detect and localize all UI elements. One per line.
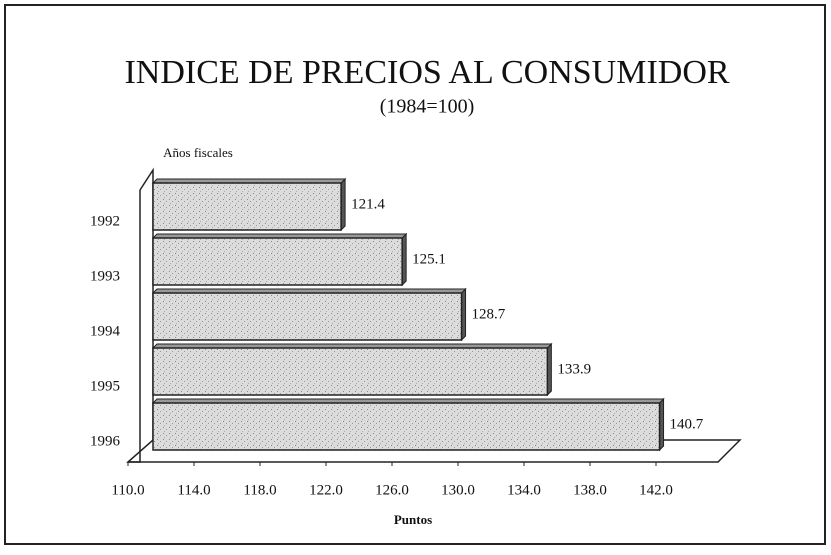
x-tick-label: 142.0	[639, 482, 673, 498]
value-label: 128.7	[472, 306, 506, 322]
x-tick-label: 110.0	[111, 482, 144, 498]
y-tick-label: 1996	[90, 433, 121, 449]
x-tick-label: 126.0	[375, 482, 409, 498]
bar	[152, 292, 463, 341]
bar	[152, 347, 549, 396]
x-tick-label: 122.0	[309, 482, 343, 498]
x-tick-label: 138.0	[573, 482, 607, 498]
y-axis-label: Años fiscales	[163, 145, 233, 160]
y-tick-label: 1993	[90, 268, 120, 284]
x-tick-label: 118.0	[243, 482, 276, 498]
value-label: 121.4	[351, 196, 385, 212]
floor	[126, 439, 742, 463]
x-tick-label: 130.0	[441, 482, 475, 498]
value-label: 133.9	[557, 361, 591, 377]
value-label: 125.1	[412, 251, 446, 267]
value-label: 140.7	[670, 416, 704, 432]
y-tick-label: 1995	[90, 378, 120, 394]
y-tick-label: 1992	[90, 213, 120, 229]
back-wall	[139, 167, 154, 440]
chart-title: INDICE DE PRECIOS AL CONSUMIDOR	[124, 54, 729, 91]
x-tick-label: 134.0	[507, 482, 541, 498]
chart-subtitle: (1984=100)	[380, 96, 475, 118]
frame	[4, 4, 826, 545]
y-tick-label: 1994	[90, 323, 121, 339]
bar	[152, 402, 661, 451]
left-wall	[128, 190, 141, 463]
x-tick-label: 114.0	[177, 482, 210, 498]
bar	[152, 237, 403, 286]
x-axis-label: Puntos	[394, 512, 432, 527]
bar	[152, 182, 342, 231]
